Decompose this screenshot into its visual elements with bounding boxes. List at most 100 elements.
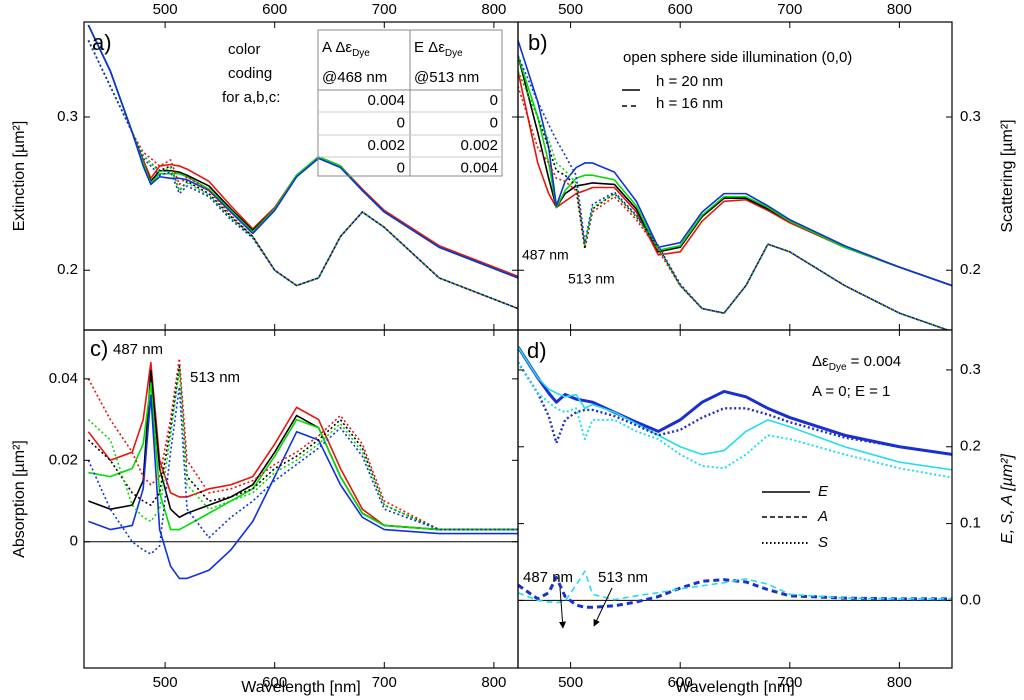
y-axis-label: Extinction [µm²]: [11, 121, 28, 232]
y-tick-label: 0: [70, 533, 78, 550]
y-tick-label: 0.3: [960, 361, 981, 378]
series-line: [87, 24, 518, 279]
panel: 500 600 700 800 0 0.02 0.04 Absorption [µm²] Wav…: [11, 329, 519, 696]
panel-label: a): [92, 30, 112, 55]
note: ΔεDye = 0.004: [812, 353, 901, 373]
series-line: [518, 575, 952, 609]
header-sub: Dye: [352, 48, 370, 59]
annotation: 487 nm: [522, 247, 569, 263]
y-tick-label: 0.3: [960, 108, 981, 125]
header-text: A Δε: [322, 39, 352, 56]
panel-label: b): [528, 30, 548, 55]
note-sub: Dye: [829, 362, 847, 373]
table-header: A ΔεDye: [322, 39, 370, 59]
y-tick-label: 0.04: [49, 370, 78, 387]
table-cell: 0: [490, 92, 498, 109]
table-cell: 0.004: [460, 159, 498, 176]
legend-label: S: [818, 534, 828, 551]
series-line: [87, 40, 518, 310]
x-tick-label: 700: [777, 674, 802, 691]
x-tick-label: 800: [481, 674, 506, 691]
x-tick-label: 700: [372, 674, 397, 691]
panel: 500 600 700 800 0.0 0.1 0.2 0.3 E, S, A [µm²] Wav…: [517, 329, 1016, 696]
series-line: [518, 55, 952, 287]
x-tick-label: 800: [887, 1, 912, 18]
series-line: [87, 361, 518, 531]
series-line: [88, 394, 518, 580]
series-line: [518, 40, 952, 287]
series-line: [518, 361, 952, 479]
x-tick-label: 800: [887, 674, 912, 691]
x-tick-label: 600: [262, 674, 287, 691]
plot-area: [84, 357, 518, 580]
series-line: [88, 382, 518, 531]
x-tick-label: 500: [153, 1, 178, 18]
table-cell: 0.002: [460, 137, 498, 154]
series-line: [87, 386, 518, 555]
y-tick-label: 0.2: [57, 261, 78, 278]
x-tick-label: 500: [558, 1, 583, 18]
plot-area: [87, 24, 518, 310]
table-cell: 0: [397, 159, 405, 176]
table-cell: 0: [490, 114, 498, 131]
arrow: [559, 587, 567, 629]
legend-label: E: [818, 483, 829, 500]
series-line: [88, 369, 518, 531]
x-axis-label: Wavelength [nm]: [241, 679, 360, 696]
y-tick-label: 0.1: [960, 515, 981, 532]
annotation: 513 nm: [598, 569, 648, 586]
x-tick-label: 600: [668, 674, 693, 691]
y-axis-label: Absorption [µm²]: [11, 440, 28, 558]
table-cell: 0.004: [367, 92, 405, 109]
panel: 500 600 700 800 0.2 0.3 Extinction [µm²]: [11, 1, 519, 331]
panel-frame: [517, 329, 953, 669]
y-tick-label: 0.2: [960, 261, 981, 278]
legend-label: h = 20 nm: [656, 73, 723, 90]
note-text: Δε: [812, 353, 829, 370]
table-cell: 0.002: [367, 137, 405, 154]
arrow: [593, 587, 613, 627]
plot-area: [518, 40, 952, 330]
x-tick-label: 600: [262, 1, 287, 18]
x-tick-label: 700: [777, 1, 802, 18]
y-tick-label: 0.0: [960, 591, 981, 608]
series-line: [87, 24, 518, 279]
legend-label: h = 16 nm: [656, 95, 723, 112]
annotation: 513 nm: [568, 271, 615, 287]
header-sub: Dye: [445, 48, 463, 59]
series-line: [518, 70, 951, 330]
series-line: [518, 70, 952, 287]
series-line: [518, 70, 951, 330]
table-header: E ΔεDye: [414, 39, 463, 59]
series-line: [87, 40, 518, 310]
legend-title: open sphere side illumination (0,0): [623, 49, 852, 66]
y-tick-label: 0.3: [57, 108, 78, 125]
table-header: @468 nm: [322, 69, 387, 86]
y-axis-label: E, S, A [µm²]: [999, 454, 1016, 544]
legend-label: A: [817, 508, 828, 525]
series-line: [518, 86, 951, 330]
series-line: [87, 369, 518, 531]
y-tick-label: 0.2: [960, 438, 981, 455]
panel-label: d): [527, 338, 547, 363]
annotation: 513 nm: [190, 369, 240, 386]
x-tick-label: 700: [372, 1, 397, 18]
table-cell: 0: [397, 114, 405, 131]
table-header: @513 nm: [414, 69, 479, 86]
note: color: [228, 41, 261, 58]
header-text: E Δε: [414, 39, 445, 56]
series-line: [518, 55, 952, 287]
annotation: 487 nm: [523, 569, 573, 586]
series-line: [518, 361, 952, 456]
x-tick-label: 500: [558, 674, 583, 691]
series-line: [87, 40, 518, 310]
series-line: [87, 24, 518, 278]
panel-label: c): [90, 336, 108, 361]
x-tick-label: 800: [481, 1, 506, 18]
note: for a,b,c:: [222, 89, 280, 106]
series-line: [518, 570, 952, 604]
y-axis-label: Scattering [µm²]: [999, 119, 1016, 232]
series-line: [518, 55, 951, 330]
